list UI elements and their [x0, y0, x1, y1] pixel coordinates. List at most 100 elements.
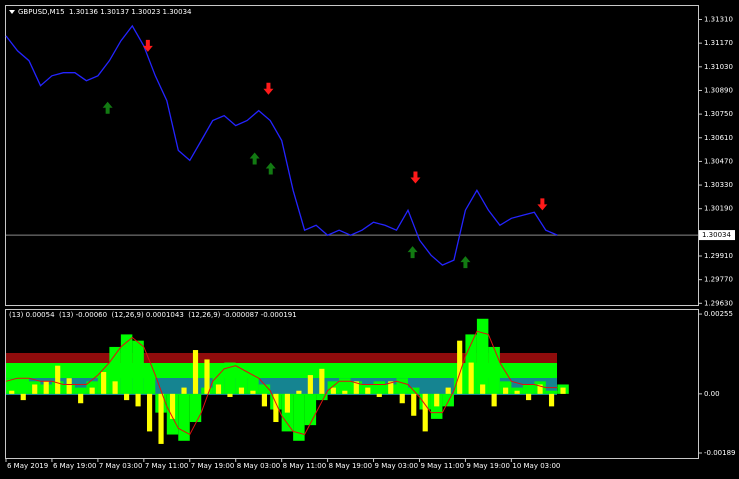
histogram-bar — [227, 393, 233, 397]
histogram-bar — [480, 384, 486, 394]
histogram-bar — [503, 387, 509, 394]
indicator-pane-frame — [5, 309, 699, 459]
histogram-bar — [296, 390, 302, 394]
y-tick-label: 1.31030 — [704, 63, 733, 71]
histogram-bar — [342, 390, 348, 394]
histogram-bar — [560, 387, 566, 394]
x-tick-label: 7 May 03:00 — [99, 462, 143, 470]
histogram-bar — [442, 393, 454, 407]
histogram-bar — [434, 393, 440, 407]
x-tick-label: 6 May 2019 — [7, 462, 48, 470]
y-tick-label: -0.00189 — [704, 449, 735, 457]
signal-arrow — [142, 39, 153, 52]
y-tick-label: 1.30470 — [704, 157, 733, 165]
histogram-bar — [101, 371, 107, 394]
signal-arrow — [410, 171, 421, 184]
histogram-bar — [189, 393, 202, 423]
x-tick-label: 7 May 11:00 — [145, 462, 189, 470]
histogram-bar — [43, 381, 49, 394]
histogram-bar — [158, 393, 164, 444]
histogram-bar — [250, 390, 256, 394]
histogram-bar — [204, 359, 210, 394]
histogram-bar — [373, 381, 386, 394]
histogram-bar — [488, 346, 500, 394]
signal-arrow — [460, 256, 471, 269]
signal-arrow — [102, 101, 113, 114]
histogram-bar — [304, 393, 317, 426]
x-tick-label: 8 May 03:00 — [237, 462, 281, 470]
price-line — [5, 24, 558, 266]
y-tick-label: 1.29910 — [704, 252, 733, 260]
x-tick-label: 10 May 03:00 — [512, 462, 560, 470]
histogram-bar — [135, 393, 141, 407]
histogram-bar — [548, 393, 555, 407]
histogram-bar — [89, 387, 95, 394]
y-tick-label: 1.30610 — [704, 134, 733, 142]
histogram-bar — [376, 393, 382, 397]
histogram-bar — [143, 375, 156, 394]
indicator-title: (13) 0.00054 (13) -0.00060 (12,26,9) 0.0… — [9, 311, 297, 319]
current-price-label: 1.30034 — [702, 231, 731, 239]
x-tick-label: 6 May 19:00 — [53, 462, 97, 470]
histogram-bar — [169, 393, 176, 419]
histogram-bar — [411, 393, 417, 416]
histogram-bar — [365, 387, 371, 394]
histogram-bar — [422, 393, 428, 432]
y-tick-label: 1.29630 — [704, 299, 733, 307]
histogram-bar — [526, 393, 532, 401]
histogram-bar — [132, 340, 144, 394]
main-title: GBPUSD,M15 1.30136 1.30137 1.30023 1.300… — [18, 8, 192, 16]
histogram-bar — [476, 318, 489, 394]
x-tick-label: 9 May 03:00 — [375, 462, 419, 470]
histogram-bar — [545, 390, 558, 394]
red-stripe — [6, 353, 557, 363]
histogram-bar — [120, 334, 133, 394]
histogram-bar — [396, 378, 408, 394]
histogram-bar — [17, 375, 29, 394]
menu-triangle[interactable] — [9, 10, 15, 14]
histogram-bar — [284, 393, 290, 413]
signal-arrow — [249, 152, 260, 165]
histogram-bar — [353, 381, 359, 394]
histogram-bar — [399, 393, 405, 404]
histogram-bar — [212, 365, 225, 394]
histogram-bar — [20, 393, 26, 401]
histogram-bar — [339, 378, 351, 394]
x-tick-label: 8 May 19:00 — [329, 462, 373, 470]
histogram-bar — [445, 387, 451, 394]
histogram-bar — [238, 387, 245, 394]
histogram-bar — [514, 390, 520, 394]
x-tick-label: 9 May 19:00 — [466, 462, 510, 470]
histogram-bar — [307, 375, 313, 394]
histogram-bar — [9, 390, 15, 394]
y-tick-label: 1.31310 — [704, 16, 733, 24]
histogram-bar — [224, 362, 236, 394]
signal-arrow — [407, 246, 418, 259]
histogram-bar — [32, 384, 38, 394]
histogram-bar — [112, 381, 118, 394]
histogram-bar — [537, 384, 543, 394]
histogram-bar — [124, 393, 130, 401]
histogram-bar — [491, 393, 497, 407]
histogram-bar — [235, 368, 248, 394]
histogram-bar — [468, 362, 474, 394]
histogram-bar — [388, 381, 394, 394]
histogram-bar — [247, 375, 259, 394]
histogram-bar — [457, 340, 463, 394]
histogram-bar — [178, 393, 190, 441]
histogram-bar — [522, 384, 535, 394]
histogram-bar — [6, 378, 18, 394]
histogram-bar — [109, 346, 121, 394]
histogram-bar — [261, 393, 268, 407]
x-tick-label: 8 May 11:00 — [283, 462, 327, 470]
y-tick-label: 1.30190 — [704, 205, 733, 213]
signal-arrow — [265, 162, 276, 175]
histogram-bar — [293, 393, 305, 441]
histogram-bar — [273, 393, 279, 423]
histogram-bar — [215, 384, 222, 394]
histogram-bar — [316, 393, 328, 401]
histogram-bar — [319, 368, 325, 394]
histogram-bar — [330, 387, 336, 394]
